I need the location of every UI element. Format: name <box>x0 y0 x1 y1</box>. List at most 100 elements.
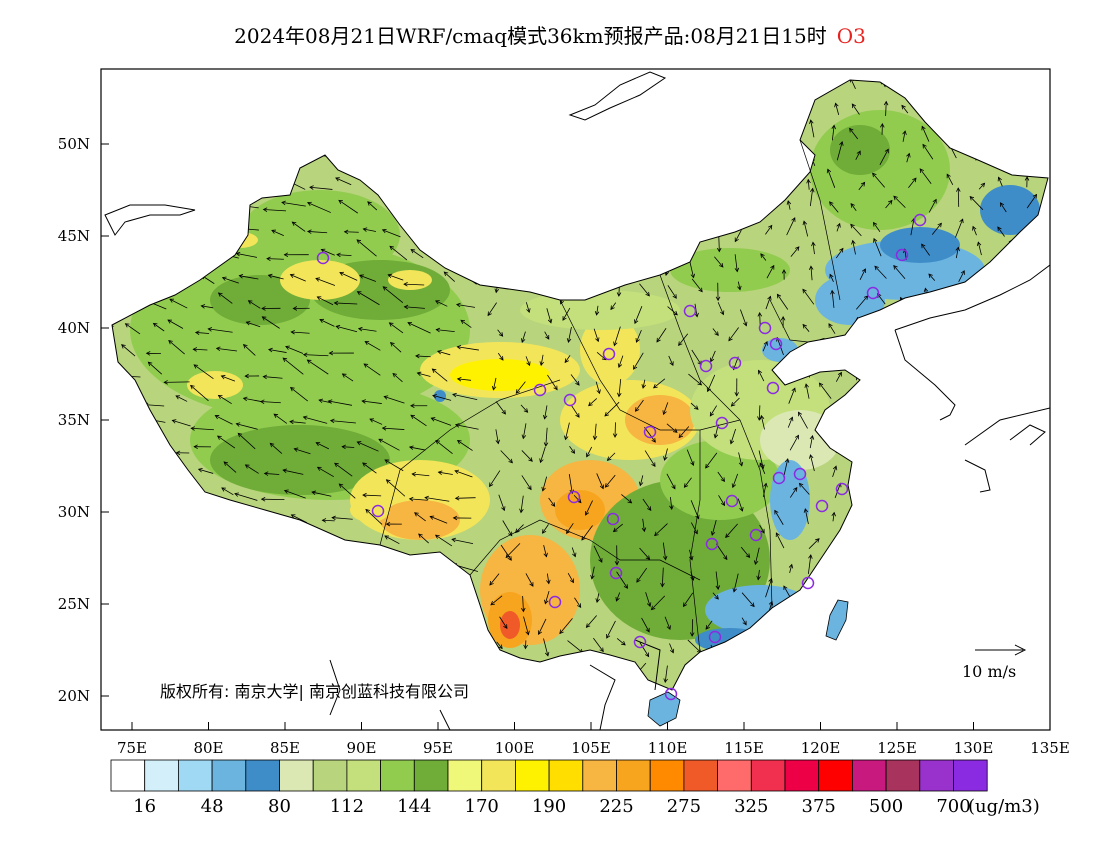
wind-arrowhead <box>997 226 1002 232</box>
wind-arrow <box>877 293 886 305</box>
wind-arrow <box>334 302 358 305</box>
wind-arrowhead <box>335 177 340 182</box>
wind-arrow <box>574 597 582 608</box>
wind-arrow <box>741 592 755 607</box>
legend-swatch <box>481 759 516 792</box>
wind-arrowhead <box>851 103 857 109</box>
wind-arrow <box>382 286 404 303</box>
wind-arrowhead <box>429 515 435 520</box>
lon-label: 90E <box>346 739 376 757</box>
wind-arrow <box>282 357 304 375</box>
wind-arrowhead <box>437 470 443 475</box>
wind-arrowhead <box>734 237 739 243</box>
wind-arrowhead <box>638 481 644 487</box>
wind-arrow <box>852 240 856 255</box>
legend-value: 170 <box>465 796 499 817</box>
wind-arrowhead <box>273 413 279 418</box>
wind-arrowhead <box>378 438 384 443</box>
wind-arrow <box>544 405 548 419</box>
wind-arrowhead <box>95 275 99 279</box>
wind-arrow <box>363 363 381 376</box>
wind-arrowhead <box>627 499 633 504</box>
wind-arrowhead <box>581 535 586 541</box>
wind-arrowhead <box>710 531 716 536</box>
wind-arrowhead <box>90 651 94 654</box>
wind-arrow <box>639 475 644 486</box>
wind-arrowhead <box>784 458 790 463</box>
wind-arrowhead <box>566 338 572 343</box>
wind-arrow <box>369 418 383 425</box>
lat-label: 40N <box>58 319 90 337</box>
station-marker <box>772 471 786 485</box>
wind-arrowhead <box>498 644 503 650</box>
wind-arrow <box>190 385 209 402</box>
wind-arrow <box>415 355 431 358</box>
wind-arrowhead <box>527 485 532 491</box>
station-marker <box>725 494 739 508</box>
legend-swatch <box>177 759 213 792</box>
wind-arrow <box>644 427 656 443</box>
wind-arrow <box>566 523 574 534</box>
wind-arrow <box>636 329 642 343</box>
wind-arrowhead <box>753 560 759 566</box>
legend-value: 700 <box>936 796 970 817</box>
wind-arrowhead <box>316 466 322 471</box>
wind-arrowhead <box>443 271 449 276</box>
wind-arrowhead <box>329 418 335 424</box>
wind-arrowhead <box>715 585 721 590</box>
wind-arrowhead <box>617 363 623 368</box>
wind-arrow <box>307 202 331 213</box>
wind-arrowhead <box>760 528 765 534</box>
wind-arrow <box>835 248 844 259</box>
wind-arrow <box>610 302 617 310</box>
wind-arrowhead <box>559 629 564 635</box>
wind-arrow <box>687 639 702 653</box>
wind-arrow <box>705 620 713 630</box>
wind-arrow <box>741 617 747 625</box>
wind-arrowhead <box>145 351 151 356</box>
wind-arrowhead <box>737 285 742 291</box>
wind-arrowhead <box>682 602 688 608</box>
wind-arrow <box>910 218 915 236</box>
wind-arrow <box>733 573 739 592</box>
wind-arrowhead <box>289 386 295 392</box>
wind-arrowhead <box>271 229 276 234</box>
wind-arrowhead <box>430 417 436 422</box>
wind-arrowhead <box>850 223 855 229</box>
wind-arrow <box>493 377 497 390</box>
wind-arrow <box>639 642 649 657</box>
wind-arrow <box>363 228 377 232</box>
neighbor-coastlines <box>104 71 1050 730</box>
legend-unit: (ug/m3) <box>968 796 1040 817</box>
legend-swatch <box>279 759 314 792</box>
station-marker <box>705 537 719 551</box>
wind-arrowhead <box>200 304 206 309</box>
wind-arrow <box>1026 194 1037 209</box>
wind-arrow <box>457 440 473 451</box>
lat-label: 20N <box>58 687 90 705</box>
lon-label: 95E <box>423 739 453 757</box>
wind-arrowhead <box>902 130 907 135</box>
wind-arrow <box>855 295 869 310</box>
wind-arrow <box>540 446 546 463</box>
wind-arrow <box>731 397 740 407</box>
wind-arrowhead <box>791 387 796 393</box>
wind-arrow <box>922 144 934 160</box>
wind-arrow <box>667 306 678 316</box>
wind-arrow <box>618 355 624 368</box>
wind-arrowhead <box>734 392 739 397</box>
wind-arrow <box>357 291 380 306</box>
wind-arrowhead <box>673 310 678 316</box>
wind-arrow <box>215 415 233 425</box>
station-marker <box>664 687 678 701</box>
wind-arrowhead <box>290 329 296 335</box>
station-marker <box>371 504 385 518</box>
wind-arrowhead <box>694 312 699 318</box>
lat-label: 25N <box>58 595 90 613</box>
wind-arrow <box>495 429 499 444</box>
wind-arrow <box>454 470 473 478</box>
china-border <box>111 79 1049 691</box>
wind-arrow <box>829 274 834 282</box>
wind-arrow <box>311 491 332 497</box>
wind-arrow <box>303 354 329 357</box>
